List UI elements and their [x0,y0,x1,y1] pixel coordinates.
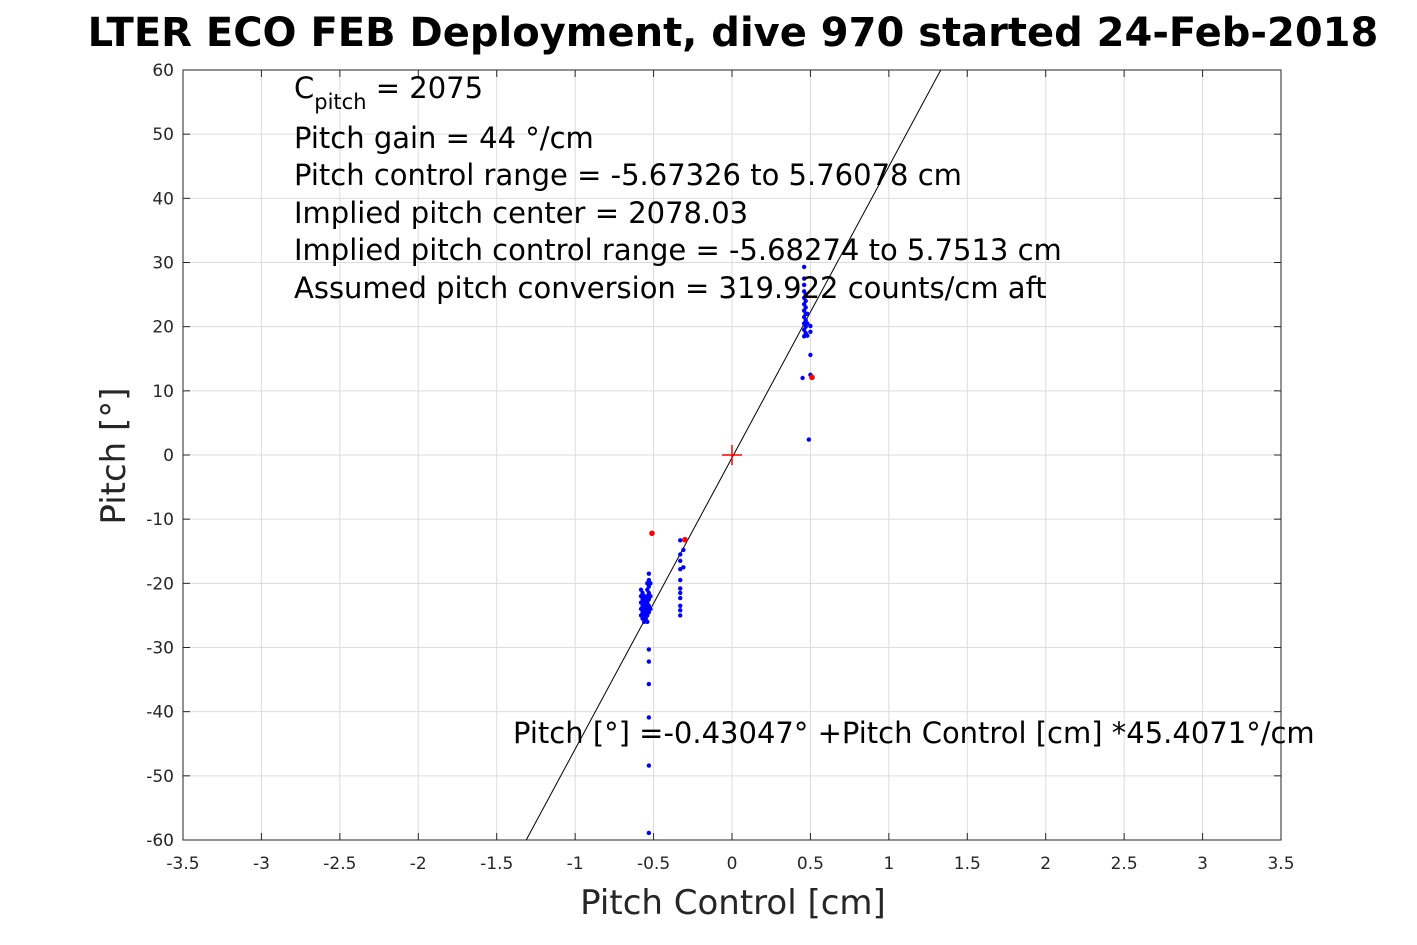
x-tick-label: 0.5 [797,854,824,874]
pitch-control-range-annotation: Pitch control range = -5.67326 to 5.7607… [294,158,962,192]
y-tick-label: 50 [152,125,174,145]
data-point [678,577,683,583]
x-tick-label: -2 [410,854,427,874]
data-point [648,593,653,599]
data-point [801,282,807,288]
grid [182,69,1282,841]
data-point [646,830,652,836]
data-point [648,606,653,612]
c-pitch-value: = 2075 [367,71,484,105]
x-tick-label: 1.5 [954,854,981,874]
flagged-data-point [809,374,815,381]
data-point [646,659,652,664]
y-tick-label: -10 [146,510,174,530]
data-point [646,763,652,768]
data-point [678,603,683,608]
y-tick-label: 40 [152,189,174,209]
data-point [808,323,813,329]
annotation-block: Cpitch = 2075 Pitch gain = 44 °/cm Pitch… [294,71,1315,750]
x-tick-label: -1 [567,854,584,874]
x-tick-label: 2 [1040,854,1051,874]
x-tick-label: -1.5 [480,854,513,874]
chart-title: LTER ECO FEB Deployment, dive 970 starte… [88,10,1379,56]
data-point [800,375,805,381]
implied-pitch-range-annotation: Implied pitch control range = -5.68274 t… [294,233,1062,267]
center-marker-group [722,445,742,465]
data-point [678,590,683,596]
x-tick-label: 3.5 [1267,854,1294,874]
data-point [678,608,683,613]
implied-pitch-center-annotation: Implied pitch center = 2078.03 [294,196,748,230]
data-point [808,352,813,358]
data-point [805,333,810,338]
x-tick-label: 0 [727,854,738,874]
data-point [806,437,812,442]
data-point [645,619,650,625]
data-point [803,298,808,304]
data-point [801,276,807,281]
c-pitch-subscript: pitch [314,90,366,114]
data-point [803,305,808,310]
data-point [805,311,810,317]
y-tick-label: 30 [152,254,174,274]
pitch-conversion-annotation: Assumed pitch conversion = 319.922 count… [294,271,1047,305]
data-point [681,547,686,553]
c-pitch-annotation: Cpitch = 2075 [294,71,483,114]
y-tick-label: 0 [163,446,174,466]
data-point [646,571,652,576]
data-point [678,552,683,557]
data-point [801,264,807,270]
y-tick-label: 10 [152,382,174,402]
data-point [648,581,653,586]
data-point [803,292,808,297]
data-point [678,558,683,564]
fit-equation-annotation: Pitch [°] =-0.43047° +Pitch Control [cm]… [513,716,1315,750]
y-tick-label: 20 [152,318,174,338]
flagged-data-point [682,536,688,543]
x-tick-label: 2.5 [1111,854,1138,874]
data-point [646,647,652,652]
c-pitch-symbol: C [294,71,314,105]
y-tick-label: 60 [152,61,174,81]
y-tick-label: -50 [146,767,174,787]
y-tick-label: -60 [146,831,174,851]
y-tick-label: -30 [146,639,174,659]
pitch-gain-annotation: Pitch gain = 44 °/cm [294,121,594,155]
data-point [646,681,652,687]
data-point [646,715,652,720]
data-point [678,538,683,543]
x-tick-label: 3 [1197,854,1208,874]
data-point [805,321,810,326]
x-axis-label: Pitch Control [cm] [580,883,886,923]
x-tick-label: -3 [253,854,270,874]
x-tick-label: 1 [883,854,894,874]
data-point [678,613,683,618]
center-plus-marker [722,445,742,465]
x-tick-label: -2.5 [323,854,356,874]
x-tick-label: -3.5 [166,854,199,874]
axis-ticks: -3.5 -3 -2.5 -2 -1.5 -1 -0.5 0 0.5 1 1.5 2 2.5 3 3.5 -6… [146,61,1294,874]
data-points [638,264,815,836]
data-point [681,565,686,570]
x-tick-label: -0.5 [637,854,670,874]
data-point [808,329,813,334]
y-tick-label: -20 [146,574,174,594]
y-axis-label: Pitch [°] [94,387,134,524]
data-point [678,595,683,601]
data-point [678,586,683,591]
y-tick-label: -40 [146,703,174,723]
flagged-data-point [649,530,655,537]
